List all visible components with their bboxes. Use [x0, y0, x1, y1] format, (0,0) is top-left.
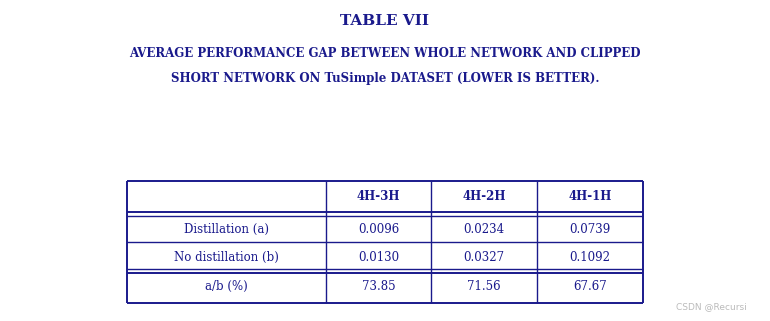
Text: 0.0130: 0.0130: [358, 251, 399, 264]
Text: 4H-1H: 4H-1H: [568, 190, 611, 203]
Text: 71.56: 71.56: [467, 280, 501, 293]
Text: TABLE VII: TABLE VII: [340, 14, 430, 29]
Text: CSDN @Recursi: CSDN @Recursi: [676, 302, 747, 311]
Text: 0.0739: 0.0739: [570, 222, 611, 236]
Text: 0.0234: 0.0234: [464, 222, 505, 236]
Text: SHORT NETWORK ON TuSimple DATASET (LOWER IS BETTER).: SHORT NETWORK ON TuSimple DATASET (LOWER…: [171, 72, 599, 85]
Text: AVERAGE PERFORMANCE GAP BETWEEN WHOLE NETWORK AND CLIPPED: AVERAGE PERFORMANCE GAP BETWEEN WHOLE NE…: [129, 47, 641, 59]
Text: No distillation (b): No distillation (b): [174, 251, 279, 264]
Text: 4H-2H: 4H-2H: [463, 190, 506, 203]
Text: 4H-3H: 4H-3H: [357, 190, 400, 203]
Text: 0.1092: 0.1092: [570, 251, 611, 264]
Text: Distillation (a): Distillation (a): [184, 222, 269, 236]
Text: 0.0327: 0.0327: [464, 251, 505, 264]
Text: 73.85: 73.85: [362, 280, 395, 293]
Text: 0.0096: 0.0096: [358, 222, 399, 236]
Text: 67.67: 67.67: [573, 280, 607, 293]
Text: a/b (%): a/b (%): [205, 280, 248, 293]
